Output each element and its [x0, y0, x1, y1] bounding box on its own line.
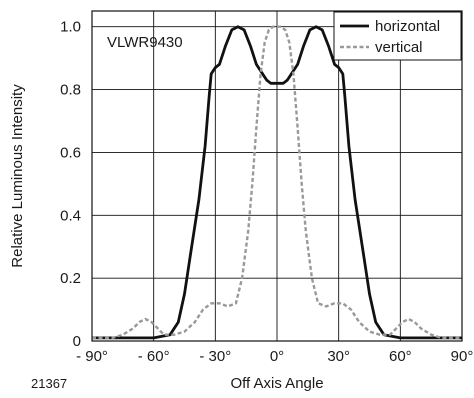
legend-label-horizontal: horizontal — [375, 18, 440, 35]
x-tick-label: 60° — [389, 348, 412, 365]
series-line-horizontal — [92, 25, 462, 340]
y-tick-label: 0.2 — [60, 270, 81, 287]
y-tick-label: 0.4 — [60, 207, 81, 224]
legend-box — [333, 11, 462, 61]
plot-frame — [91, 10, 463, 342]
x-tick-label: 30° — [327, 348, 350, 365]
y-tick-label: 0.6 — [60, 144, 81, 161]
figure-number: 21367 — [31, 376, 67, 391]
y-tick-label: 0 — [73, 333, 81, 350]
x-axis-title: Off Axis Angle — [230, 375, 323, 392]
x-tick-label: 90° — [451, 348, 474, 365]
legend-label-vertical: vertical — [375, 39, 423, 56]
series-line-vertical — [92, 25, 462, 340]
x-tick-label: - 60° — [138, 348, 170, 365]
y-axis-title: Relative Luminous Intensity — [9, 84, 26, 268]
tick-labels: - 90° - 60° - 30° 0° 30° 60° 90° 0 0.2 0.4 0.6 0.8 1… — [60, 19, 473, 365]
x-tick-label: 0° — [270, 348, 284, 365]
x-tick-label: - 90° — [76, 348, 108, 365]
y-tick-label: 1.0 — [60, 19, 81, 36]
x-tick-label: - 30° — [199, 348, 231, 365]
legend: horizontal vertical — [333, 11, 462, 61]
series-layer — [92, 25, 462, 340]
y-tick-label: 0.8 — [60, 82, 81, 99]
part-label: VLWR9430 — [107, 34, 183, 51]
